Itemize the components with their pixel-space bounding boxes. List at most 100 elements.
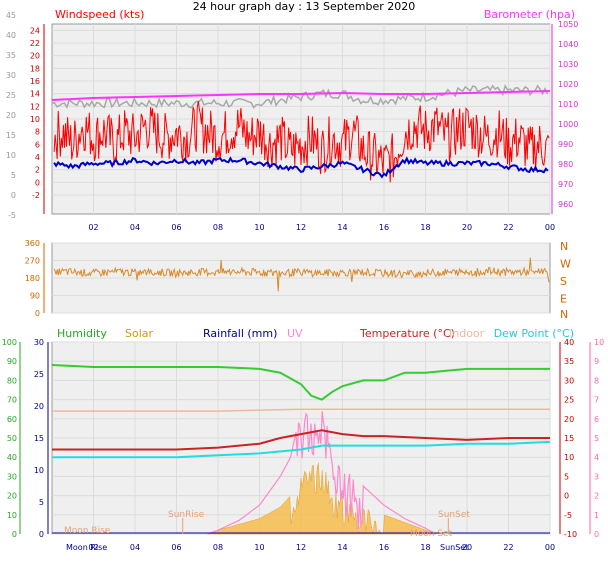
direction-tick-label: 270: [25, 257, 40, 266]
temp-tick-label: -10: [564, 530, 577, 539]
humidity-tick-label: 20: [7, 492, 17, 501]
direction-series: [53, 257, 550, 292]
solar-legend: Solar: [125, 327, 154, 340]
humidity-tick-label: 80: [7, 376, 17, 385]
uv-tick-label: 4: [594, 453, 599, 462]
uv-tick-label: 5: [594, 434, 599, 443]
wind-outer-tick: -5: [8, 211, 16, 220]
solar-series: [207, 462, 436, 535]
wind-tick-label: 6: [35, 140, 40, 149]
uv-tick-label: 0: [594, 530, 599, 539]
indoor-legend: Indoor: [449, 327, 485, 340]
wind-outer-tick: 35: [6, 51, 16, 60]
wind-x-tick-label: 06: [171, 223, 181, 232]
wind-tick-label: 0: [35, 178, 40, 187]
wind-outer-tick: 25: [6, 91, 16, 100]
moonset-label: Moon Set: [410, 529, 453, 539]
humidity-tick-label: 100: [2, 338, 17, 347]
wind-outer-tick: 10: [6, 151, 16, 160]
gust-series: [51, 84, 549, 110]
temp-tick-label: 20: [564, 415, 574, 424]
temp-x-tick-label: 14: [337, 543, 347, 552]
wind-x-tick-label: 18: [420, 223, 430, 232]
wind-outer-tick: 45: [6, 11, 16, 20]
wind-x-tick-label: 02: [88, 223, 98, 232]
barometer-tick-label: 1000: [558, 120, 578, 129]
wind-tick-label: 12: [30, 102, 40, 111]
sunset-label: SunSet: [438, 510, 470, 520]
temp-tick-label: 5: [564, 472, 569, 481]
wind-tick-label: 24: [30, 26, 40, 35]
barometer-axis-label: Barometer (hpa): [484, 8, 575, 21]
chart-title: 24 hour graph day : 13 September 2020: [192, 0, 416, 13]
temperature-legend: Temperature (°C): [359, 327, 455, 340]
humidity-legend: Humidity: [57, 327, 107, 340]
wind-outer-tick: 0: [11, 191, 16, 200]
uv-legend: UV: [287, 327, 303, 340]
temp-x-tick-label: 18: [420, 543, 430, 552]
temp-x-tick-label: 12: [296, 543, 306, 552]
humidity-tick-label: 90: [7, 357, 17, 366]
temp-tick-label: 30: [564, 376, 574, 385]
wind-tick-label: 4: [35, 153, 40, 162]
barometer-series: [51, 90, 551, 101]
wind-outer-tick: 40: [6, 31, 16, 40]
humidity-tick-label: 50: [7, 434, 17, 443]
wind-x-tick-label: 08: [213, 223, 223, 232]
wind-tick-label: 10: [30, 115, 40, 124]
humidity-tick-label: 0: [12, 530, 17, 539]
wind-x-tick-label: 22: [503, 223, 513, 232]
wind-x-tick-label: 00: [545, 223, 555, 232]
direction-tick-label: 180: [25, 274, 40, 283]
barometer-tick-label: 1050: [558, 20, 578, 29]
rain-tick-label: 30: [34, 338, 44, 347]
uv-tick-label: 1: [594, 511, 599, 520]
uv-tick-label: 2: [594, 492, 599, 501]
dewpoint-legend: Dew Point (°C): [494, 327, 574, 340]
wind-tick-label: -2: [32, 191, 40, 200]
humidity-tick-label: 60: [7, 415, 17, 424]
wind-outer-tick: 20: [6, 111, 16, 120]
direction-tick-label: 90: [30, 292, 40, 301]
indoor-series: [52, 408, 550, 412]
temp-x-tick-label: 10: [254, 543, 264, 552]
wind-tick-label: 22: [30, 39, 40, 48]
dewpoint-series: [52, 440, 551, 459]
rain-tick-label: 15: [34, 434, 44, 443]
barometer-tick-label: 1010: [558, 100, 578, 109]
temp-tick-label: 25: [564, 396, 574, 405]
moonrise-label: Moon Rise: [64, 526, 111, 536]
temp-x-tick-label: 16: [379, 543, 389, 552]
temp-x-tick-label: 22: [503, 543, 513, 552]
rain-tick-label: 5: [39, 498, 44, 507]
temperature-series: [52, 429, 550, 451]
wind-tick-label: 8: [35, 128, 40, 137]
wind-tick-label: 16: [30, 77, 40, 86]
barometer-tick-label: 1030: [558, 60, 578, 69]
barometer-tick-label: 1040: [558, 40, 578, 49]
rain-tick-label: 20: [34, 402, 44, 411]
moonrise-bottom-label: Moon Rise: [66, 543, 107, 552]
barometer-tick-label: 970: [558, 180, 573, 189]
sunrise-label: SunRise: [168, 510, 205, 520]
compass-label: W: [560, 258, 571, 271]
average-wind-series: [53, 156, 549, 179]
rainfall-legend: Rainfall (mm): [203, 327, 277, 340]
uv-tick-label: 10: [594, 338, 604, 347]
wind-outer-tick: 15: [6, 131, 16, 140]
wind-x-tick-label: 16: [379, 223, 389, 232]
uv-tick-label: 3: [594, 472, 599, 481]
rain-tick-label: 0: [39, 530, 44, 539]
temp-x-tick-label: 08: [213, 543, 223, 552]
humidity-tick-label: 70: [7, 396, 17, 405]
wind-tick-label: 14: [30, 90, 40, 99]
uv-tick-label: 9: [594, 357, 599, 366]
compass-label: N: [560, 240, 568, 253]
rain-tick-label: 10: [34, 466, 44, 475]
wind-outer-tick: 5: [11, 171, 16, 180]
wind-x-tick-label: 20: [462, 223, 472, 232]
wind-x-tick-label: 12: [296, 223, 306, 232]
barometer-tick-label: 990: [558, 140, 573, 149]
uv-series: [207, 411, 436, 535]
